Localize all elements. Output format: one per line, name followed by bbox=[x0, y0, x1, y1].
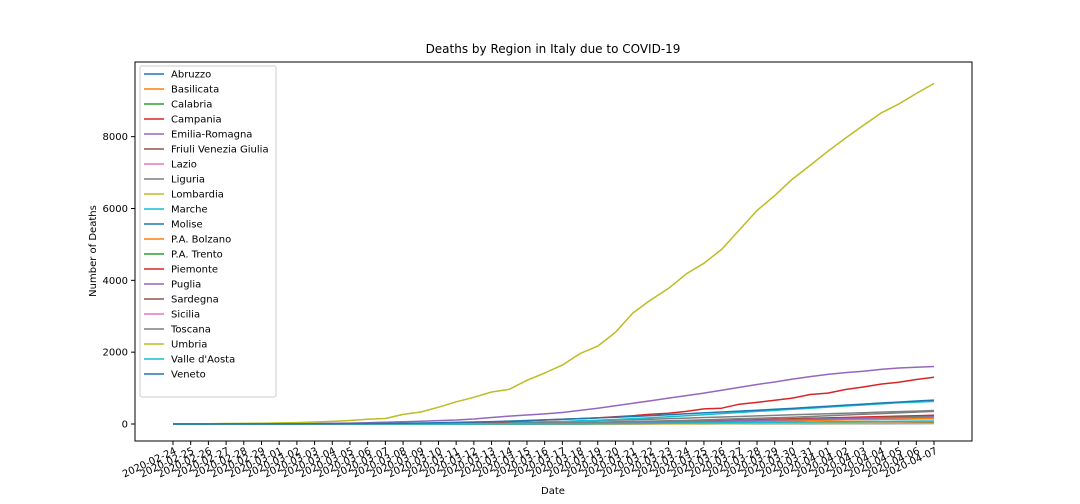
legend-label: Sardegna bbox=[171, 295, 219, 306]
legend-label: Molise bbox=[171, 220, 203, 231]
legend-label: Abruzzo bbox=[171, 70, 211, 81]
series-line-veneto bbox=[173, 399, 935, 425]
legend-label: Liguria bbox=[171, 175, 205, 186]
legend-label: Friuli Venezia Giulia bbox=[171, 145, 269, 156]
legend-label: Basilicata bbox=[171, 85, 219, 96]
plot-area bbox=[172, 82, 935, 425]
y-tick-label: 6000 bbox=[103, 204, 128, 215]
legend-label: Marche bbox=[171, 205, 208, 216]
legend-label: P.A. Bolzano bbox=[171, 235, 231, 246]
legend-label: P.A. Trento bbox=[171, 250, 223, 261]
y-axis-label: Number of Deaths bbox=[88, 205, 99, 297]
legend-box bbox=[139, 65, 277, 398]
legend-label: Lombardia bbox=[171, 190, 224, 201]
series-line-lombardia bbox=[172, 82, 935, 425]
y-tick-label: 4000 bbox=[103, 276, 128, 287]
legend-label: Piemonte bbox=[171, 265, 218, 276]
legend-label: Umbria bbox=[171, 340, 207, 351]
y-tick-label: 0 bbox=[122, 420, 128, 431]
legend-label: Toscana bbox=[170, 325, 211, 336]
legend-label: Emilia-Romagna bbox=[171, 130, 252, 141]
y-axis: 0 2000 4000 6000 8000 bbox=[103, 132, 135, 431]
x-axis: 2020-02-242020-02-252020-02-262020-02-27… bbox=[121, 441, 939, 480]
legend-label: Calabria bbox=[171, 100, 212, 111]
x-axis-label: Date bbox=[541, 486, 565, 497]
legend-label: Lazio bbox=[171, 160, 197, 171]
legend-label: Valle d'Aosta bbox=[171, 355, 235, 366]
legend-label: Puglia bbox=[171, 280, 201, 291]
y-tick-label: 2000 bbox=[103, 348, 128, 359]
chart-title: Deaths by Region in Italy due to COVID-1… bbox=[426, 42, 681, 56]
series-line-piemonte bbox=[173, 376, 935, 425]
plot-frame bbox=[134, 61, 973, 442]
legend-label: Veneto bbox=[171, 370, 206, 381]
legend: Abruzzo Basilicata Calabria Campania Emilia-… bbox=[139, 65, 277, 398]
y-tick-label: 8000 bbox=[103, 132, 128, 143]
legend-label: Sicilia bbox=[171, 310, 200, 321]
legend-label: Campania bbox=[171, 115, 222, 126]
